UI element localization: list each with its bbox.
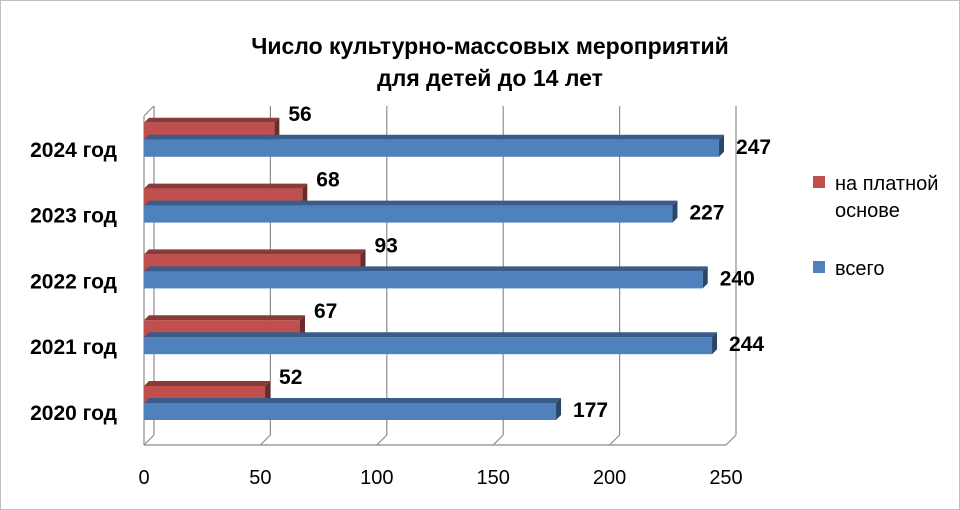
legend-swatch-paid [813,176,825,188]
bar-total-side-3 [672,200,678,223]
chart-title-line-1: Число культурно-массовых мероприятий [251,33,729,59]
floor-depth-250 [725,434,737,446]
x-tick-label-0: 0 [138,467,149,489]
x-tick-label-150: 150 [477,467,510,489]
x-tick-label-50: 50 [249,467,271,489]
bar-paid-top-0 [144,381,271,386]
floor-depth-150 [492,434,504,446]
x-tick-label-250: 250 [709,467,742,489]
bar-total-2 [144,271,703,289]
legend-label-paid-line-1: основе [835,200,900,222]
floor-depth-100 [376,434,388,446]
bar-paid-top-3 [144,183,308,189]
data-label-paid-4: 56 [288,103,311,126]
bar-total-top-3 [144,200,678,206]
category-label-3: 2023 год [30,205,117,228]
bar-paid-top-4 [144,117,280,123]
legend-label-paid: на платной основе [835,173,938,222]
data-label-paid-1: 67 [314,300,337,323]
chart-title: Число культурно-массовых мероприятий для… [140,30,840,94]
floor-depth-0 [143,434,155,446]
data-label-total-1: 244 [729,333,764,356]
bar-paid-side-3 [302,183,308,206]
data-label-total-0: 177 [573,399,608,422]
data-label-total-4: 247 [736,136,771,159]
bar-total-side-2 [702,266,708,289]
x-tick-label-200: 200 [593,467,626,489]
data-label-paid-2: 93 [375,234,398,257]
category-label-4: 2024 год [30,139,117,162]
bar-paid-side-2 [360,249,366,272]
floor-depth-50 [259,434,271,446]
bar-total-top-0 [144,398,562,403]
bar-total-top-4 [144,134,725,140]
legend-label-total: всего [835,258,885,280]
bar-total-top-2 [144,266,708,272]
bar-paid-top-2 [144,249,366,255]
bar-paid-top-1 [144,315,305,321]
data-label-total-3: 227 [689,202,724,225]
bar-total-0 [144,403,557,420]
bar-total-3 [144,205,673,223]
floor-depth-200 [609,434,621,446]
category-label-0: 2020 год [30,402,117,425]
legend-label-paid-line-0: на платной [835,173,938,195]
bar-total-4 [144,139,720,157]
bar-paid-side-1 [299,315,305,338]
data-label-paid-0: 52 [279,366,302,389]
bar-paid-side-4 [274,117,280,140]
bar-total-1 [144,337,713,355]
chart-title-line-2: для детей до 14 лет [377,65,603,91]
data-label-paid-3: 68 [316,169,340,192]
bar-total-side-4 [719,134,725,157]
x-tick-label-100: 100 [360,467,393,489]
bar-paid-side-0 [265,381,271,403]
category-label-1: 2021 год [30,336,117,359]
bar-total-side-1 [712,332,718,355]
bar-total-side-0 [556,398,562,420]
bar-total-top-1 [144,332,718,338]
legend-swatch-total [813,261,825,273]
axis-top-depth [143,105,155,117]
data-label-total-2: 240 [720,267,755,290]
category-label-2: 2022 год [30,270,117,293]
